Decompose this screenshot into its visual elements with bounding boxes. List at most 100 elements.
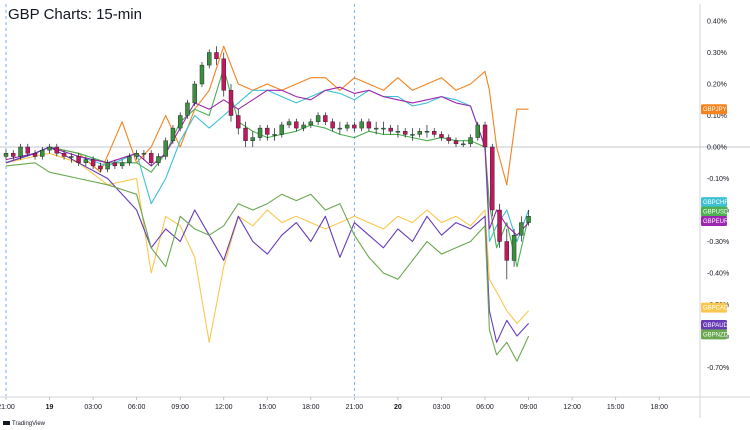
candle-body — [344, 124, 350, 129]
candle — [11, 150, 16, 160]
candle — [468, 134, 473, 147]
candle — [402, 128, 408, 138]
grid-layer — [0, 4, 750, 418]
candle-body — [236, 115, 241, 129]
price-tag-bg — [701, 197, 727, 208]
price-tags: GBPJPY GBPCHF GBPUSD GBPEUR GBPCAD GBPAUD GBPN… — [701, 104, 729, 340]
candle-body — [11, 153, 16, 157]
price-tag-label: GBPCHF — [703, 200, 728, 206]
candle — [47, 143, 52, 154]
candle-body — [69, 156, 74, 158]
candle-body — [308, 121, 314, 126]
candle-body — [526, 216, 531, 223]
x-tick-label: 15:00 — [607, 404, 625, 411]
candle — [490, 143, 495, 217]
y-tick-label: -0.40% — [707, 271, 729, 278]
price-tag-label: GBPNZD — [703, 332, 729, 338]
candle-body — [294, 121, 299, 129]
price-tag-bg — [701, 206, 727, 217]
candle — [76, 153, 81, 166]
candle — [257, 124, 263, 141]
candle-body — [475, 124, 480, 138]
candle-body — [250, 137, 255, 141]
candle — [395, 124, 401, 138]
candle — [301, 121, 306, 132]
x-tick-label: 20 — [394, 404, 402, 411]
candle — [163, 137, 168, 160]
candle — [148, 150, 154, 166]
series-line-gbpnzd[interactable] — [5, 162, 530, 362]
candle-body — [497, 209, 502, 242]
candle — [250, 131, 255, 147]
price-tag-bg — [701, 104, 727, 115]
x-axis: 21:00 19 03:00 06:00 09:00 12:00 15:00 18:00 21:… — [0, 397, 668, 411]
price-tag-gbpaud[interactable]: GBPAUD — [701, 319, 729, 330]
series-line-gbpjpy[interactable] — [5, 45, 529, 186]
candle — [381, 121, 386, 135]
candle-body — [25, 146, 30, 154]
candle — [105, 159, 110, 173]
candle — [424, 124, 430, 138]
candle-body — [105, 162, 110, 170]
candle-body — [511, 234, 517, 261]
candle-body — [323, 115, 328, 122]
candle — [199, 61, 205, 88]
price-tag-label: GBPCAD — [703, 306, 729, 312]
candle-body — [402, 131, 408, 135]
y-tick-label: 0.40% — [707, 19, 727, 26]
candle-body — [337, 127, 343, 130]
candle — [359, 118, 364, 132]
price-tag-gbpcad[interactable]: GBPCAD — [701, 302, 729, 313]
price-tag-gbpjpy[interactable]: GBPJPY — [701, 104, 727, 115]
candle — [69, 153, 74, 163]
candle-body — [18, 146, 23, 157]
series-line-gbpeur[interactable] — [5, 86, 530, 236]
candle — [134, 150, 139, 160]
y-axis: 0.40%0.30%0.20%0.10%0.00%-0.10%-0.20%-0.… — [707, 19, 729, 373]
candle-body — [185, 102, 190, 116]
candle-body — [272, 134, 277, 136]
series-layer — [5, 45, 530, 362]
price-tag-gbpusd[interactable]: GBPUSD — [701, 206, 729, 217]
price-tag-gbpnzd[interactable]: GBPNZD — [701, 329, 729, 340]
tradingview-icon — [3, 421, 10, 426]
candle — [90, 156, 96, 170]
candle — [497, 203, 502, 248]
candle — [417, 128, 422, 138]
candle — [526, 210, 531, 226]
candle-body — [461, 143, 466, 146]
candle-body — [373, 127, 379, 130]
price-tag-gbpchf[interactable]: GBPCHF — [701, 197, 728, 208]
candle-body — [207, 52, 212, 66]
candle-body — [141, 153, 147, 155]
candle-body — [112, 162, 118, 167]
candle-body — [47, 146, 52, 151]
candle — [461, 140, 466, 147]
candle — [214, 46, 219, 66]
candle — [3, 150, 9, 160]
price-tag-gbpeur[interactable]: GBPEUR — [701, 216, 729, 227]
y-tick-label: 0.20% — [707, 82, 727, 89]
candle-body — [453, 140, 459, 145]
series-line-gbpcad[interactable] — [5, 152, 530, 343]
candle-body — [279, 124, 285, 135]
candle-body — [32, 153, 38, 157]
price-tag-bg — [701, 329, 727, 340]
candle — [315, 112, 321, 125]
candle-body — [148, 153, 154, 163]
candle — [192, 80, 197, 107]
candle — [61, 150, 67, 160]
y-tick-label: -0.10% — [707, 176, 729, 183]
candle — [519, 216, 524, 242]
candle-body — [359, 121, 364, 129]
candle-body — [395, 131, 401, 133]
candle — [170, 124, 176, 144]
candle — [112, 159, 118, 170]
candle-body — [381, 127, 386, 130]
candle — [323, 112, 328, 125]
candle — [352, 121, 357, 132]
candle — [475, 121, 480, 141]
series-line-gbpaud[interactable] — [5, 146, 530, 343]
tradingview-logo[interactable]: TradingView — [3, 421, 45, 427]
